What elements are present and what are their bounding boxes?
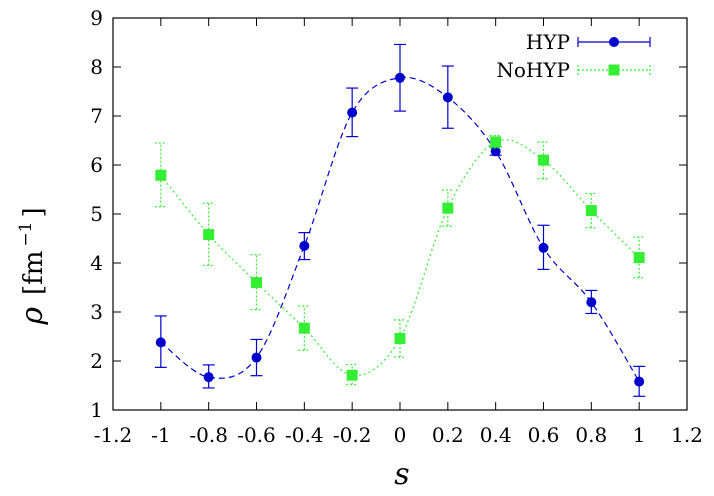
data-point	[251, 277, 262, 289]
legend-label: NoHYP	[496, 58, 570, 82]
y-tick-label: 4	[90, 251, 103, 275]
y-axis-unit: [fm	[19, 251, 49, 295]
data-point	[299, 240, 310, 251]
y-tick-label: 6	[90, 153, 103, 177]
data-point	[395, 72, 405, 83]
legend-item-hyp: HYP	[526, 30, 651, 54]
y-tick-label: 5	[90, 202, 103, 226]
x-tick-label: 0.2	[432, 423, 464, 447]
x-tick-label: 1	[633, 423, 646, 447]
x-tick-label: -1.2	[94, 423, 133, 447]
y-tick-label: 7	[90, 104, 103, 128]
x-tick-label: 0	[394, 423, 407, 447]
x-tick-label: -0.4	[285, 423, 324, 447]
data-point	[634, 376, 645, 387]
data-point	[442, 92, 453, 103]
data-point	[155, 169, 167, 181]
y-axis-unit-exponent: −1	[16, 222, 36, 247]
data-point	[347, 107, 358, 118]
data-point	[586, 297, 597, 308]
data-point	[633, 252, 645, 264]
x-tick-label: 0.6	[528, 423, 560, 447]
data-point	[490, 146, 501, 157]
legend-item-nohyp: NoHYP	[496, 58, 651, 82]
x-tick-label: -0.6	[237, 423, 276, 447]
x-tick-label: -0.2	[333, 423, 372, 447]
data-point	[203, 229, 215, 241]
x-tick-label: -1	[151, 423, 170, 447]
y-axis-symbol: ρ	[15, 307, 50, 326]
y-tick-label: 8	[90, 55, 103, 79]
x-tick-label: 1.2	[671, 423, 703, 447]
series-nohyp	[154, 135, 646, 386]
y-axis-unit-close: ]	[19, 207, 49, 217]
y-tick-label: 1	[90, 398, 103, 422]
x-tick-label: 0.4	[480, 423, 512, 447]
y-tick-label: 3	[90, 300, 103, 324]
data-point	[251, 352, 262, 363]
data-point	[203, 372, 214, 383]
y-tick-label: 9	[90, 6, 103, 30]
y-tick-label: 2	[90, 349, 103, 373]
data-point	[298, 322, 310, 334]
legend-marker	[609, 37, 619, 47]
y-axis-label: ρ [fm −1 ]	[15, 207, 50, 325]
data-point	[538, 242, 549, 253]
data-point	[585, 205, 597, 217]
x-tick-label: -0.8	[189, 423, 228, 447]
data-point	[346, 369, 358, 381]
data-point	[442, 202, 454, 214]
data-point	[538, 154, 549, 166]
x-tick-label: 0.8	[575, 423, 607, 447]
data-point	[155, 337, 166, 348]
data-point	[490, 136, 502, 148]
series-layer	[154, 43, 646, 397]
series-hyp	[154, 43, 646, 397]
y-axis-ticks: 1 2 3 4 5 6 7 8 9	[90, 6, 687, 422]
x-axis-label: s	[394, 457, 409, 492]
legend-label: HYP	[526, 30, 570, 54]
legend: HYP NoHYP	[496, 30, 651, 82]
data-point	[394, 332, 406, 344]
x-axis-ticks: -1.2 -1 -0.8 -0.6 -0.4 -0.2 0 0.2 0.4 0.6 0.8 1 1.2	[94, 18, 703, 447]
legend-marker	[608, 64, 620, 76]
